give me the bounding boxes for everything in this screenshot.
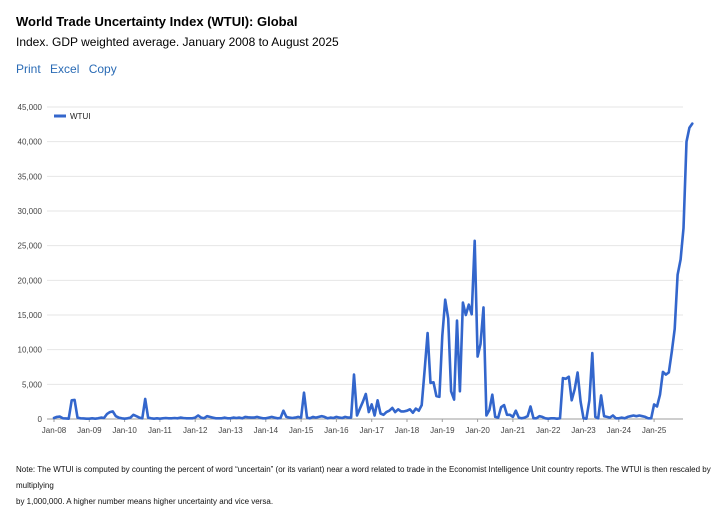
x-tick-label: Jan-11 [148,426,172,435]
y-tick-label: 45,000 [18,103,43,112]
footnote-line-1: Note: The WTUI is computed by counting t… [16,465,711,490]
x-tick-label: Jan-21 [501,426,526,435]
excel-link[interactable]: Excel [50,62,80,76]
x-tick-label: Jan-13 [218,426,243,435]
y-tick-label: 30,000 [18,207,43,216]
x-tick-label: Jan-14 [254,426,279,435]
x-tick-label: Jan-16 [324,426,349,435]
print-link[interactable]: Print [16,62,41,76]
x-tick-label: Jan-17 [359,426,384,435]
series-line-wtui [52,122,694,421]
y-tick-label: 5,000 [22,380,43,389]
x-tick-label: Jan-20 [465,426,490,435]
y-tick-label: 35,000 [18,172,43,181]
x-tick-label: Jan-19 [430,426,455,435]
footnote: Note: The WTUI is computed by counting t… [16,462,716,510]
chart-subtitle: Index. GDP weighted average. January 200… [16,35,339,49]
y-tick-label: 40,000 [18,138,43,147]
x-tick-label: Jan-15 [289,426,314,435]
x-tick-label: Jan-09 [77,426,102,435]
x-tick-label: Jan-08 [42,426,67,435]
y-tick-label: 25,000 [18,242,43,251]
export-links: Print Excel Copy [16,62,123,76]
y-tick-label: 20,000 [18,276,43,285]
x-tick-label: Jan-24 [607,426,632,435]
x-tick-label: Jan-22 [536,426,561,435]
x-tick-label: Jan-18 [395,426,420,435]
copy-link[interactable]: Copy [88,62,117,76]
x-tick-label: Jan-12 [183,426,208,435]
wtui-line-chart: 0 5,000 10,000 15,000 20,000 25,000 30,000 35,0… [18,103,694,435]
y-tick-label: 15,000 [18,311,43,320]
x-tick-label: Jan-23 [571,426,596,435]
y-tick-label: 10,000 [18,346,43,355]
x-tick-label: Jan-25 [642,426,667,435]
x-tick-label: Jan-10 [112,426,137,435]
y-tick-label: 0 [38,415,43,424]
chart-title: World Trade Uncertainty Index (WTUI): Gl… [16,14,298,29]
legend-label: WTUI [70,112,90,121]
footnote-line-2: by 1,000,000. A higher number means high… [16,497,274,506]
